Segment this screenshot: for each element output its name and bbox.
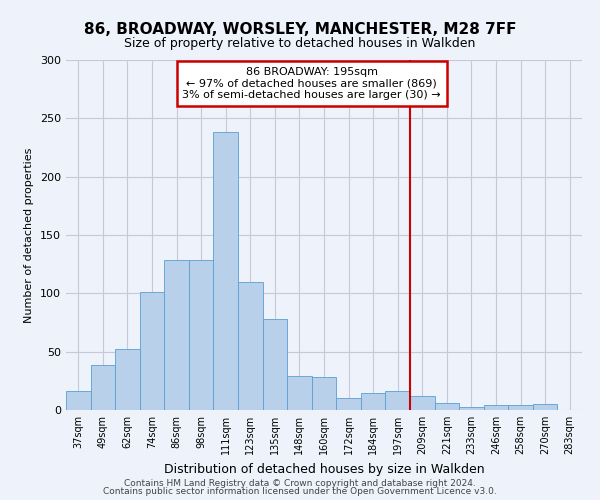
Bar <box>164 260 189 410</box>
Bar <box>91 364 115 410</box>
Bar <box>533 404 557 410</box>
X-axis label: Distribution of detached houses by size in Walkden: Distribution of detached houses by size … <box>164 462 484 475</box>
Text: 86 BROADWAY: 195sqm
← 97% of detached houses are smaller (869)
3% of semi-detach: 86 BROADWAY: 195sqm ← 97% of detached ho… <box>182 67 441 100</box>
Bar <box>361 392 385 410</box>
Bar <box>238 282 263 410</box>
Text: Size of property relative to detached houses in Walkden: Size of property relative to detached ho… <box>124 38 476 51</box>
Bar <box>385 392 410 410</box>
Y-axis label: Number of detached properties: Number of detached properties <box>25 148 34 322</box>
Bar <box>115 350 140 410</box>
Text: Contains HM Land Registry data © Crown copyright and database right 2024.: Contains HM Land Registry data © Crown c… <box>124 478 476 488</box>
Bar <box>312 378 336 410</box>
Bar <box>214 132 238 410</box>
Bar <box>140 292 164 410</box>
Bar <box>66 392 91 410</box>
Bar <box>189 260 214 410</box>
Bar <box>484 406 508 410</box>
Bar <box>434 403 459 410</box>
Bar <box>336 398 361 410</box>
Bar <box>410 396 434 410</box>
Text: Contains public sector information licensed under the Open Government Licence v3: Contains public sector information licen… <box>103 487 497 496</box>
Bar <box>263 319 287 410</box>
Bar <box>287 376 312 410</box>
Bar <box>508 406 533 410</box>
Text: 86, BROADWAY, WORSLEY, MANCHESTER, M28 7FF: 86, BROADWAY, WORSLEY, MANCHESTER, M28 7… <box>84 22 516 38</box>
Bar <box>459 406 484 410</box>
